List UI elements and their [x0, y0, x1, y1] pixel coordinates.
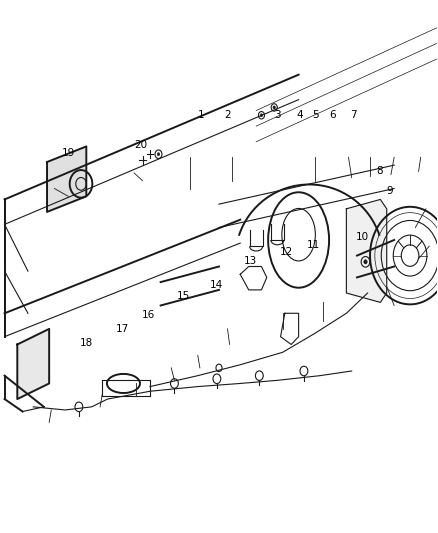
Circle shape	[273, 106, 276, 109]
Text: 13: 13	[244, 256, 257, 266]
Text: 11: 11	[307, 240, 321, 251]
Text: 3: 3	[275, 110, 281, 120]
Polygon shape	[346, 199, 387, 302]
Text: 5: 5	[312, 110, 319, 120]
Text: 14: 14	[210, 280, 223, 290]
Text: 7: 7	[350, 110, 357, 120]
Text: 10: 10	[356, 232, 369, 243]
Text: 19: 19	[62, 148, 75, 158]
Polygon shape	[47, 147, 86, 212]
Polygon shape	[18, 329, 49, 399]
Text: 6: 6	[329, 110, 336, 120]
Text: 15: 15	[177, 290, 190, 301]
Text: 16: 16	[142, 310, 155, 320]
Text: 20: 20	[134, 140, 147, 150]
Text: 9: 9	[386, 186, 393, 196]
Circle shape	[364, 260, 367, 264]
Text: 18: 18	[80, 338, 93, 349]
Text: 1: 1	[198, 110, 205, 120]
Text: 17: 17	[116, 324, 129, 334]
Text: 2: 2	[224, 110, 231, 120]
Text: 12: 12	[280, 247, 293, 257]
Text: 8: 8	[376, 166, 382, 176]
Text: 4: 4	[296, 110, 303, 120]
Circle shape	[260, 114, 263, 117]
Circle shape	[157, 152, 160, 156]
